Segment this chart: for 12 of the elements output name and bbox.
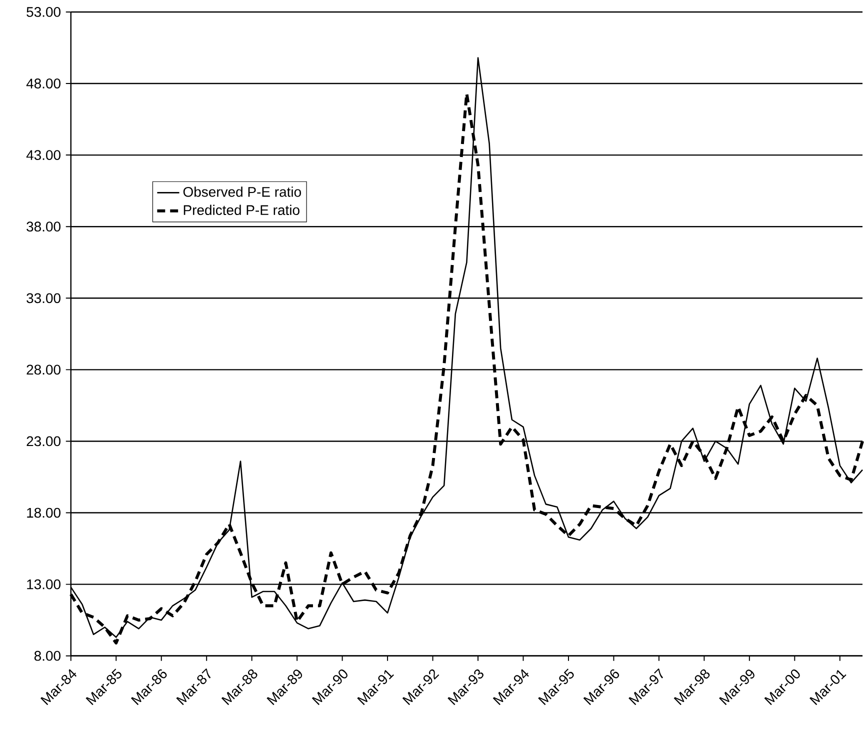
y-tick-label: 23.00 bbox=[26, 436, 60, 446]
legend-label: Predicted P-E ratio bbox=[184, 204, 300, 216]
y-tick-label: 8.00 bbox=[34, 651, 60, 661]
legend-label: Observed P-E ratio bbox=[183, 186, 301, 197]
y-tick-label: 13.00 bbox=[27, 580, 60, 590]
y-tick-label: 38.00 bbox=[26, 222, 60, 232]
y-tick-label: 18.00 bbox=[27, 508, 60, 518]
y-tick-label: 33.00 bbox=[26, 293, 60, 304]
y-tick-label: 53.00 bbox=[26, 7, 60, 18]
y-tick-label: 28.00 bbox=[26, 364, 60, 375]
y-tick-label: 48.00 bbox=[26, 78, 60, 89]
y-tick-label: 43.00 bbox=[26, 150, 60, 160]
